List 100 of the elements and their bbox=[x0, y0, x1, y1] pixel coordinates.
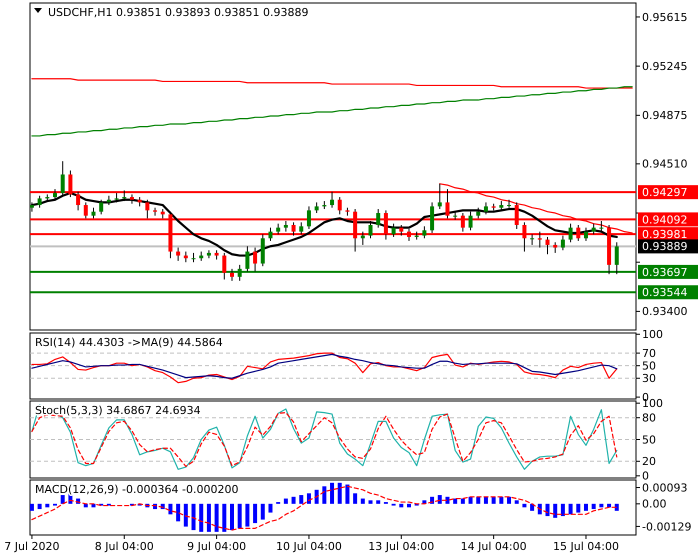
line-series bbox=[31, 352, 618, 384]
bar bbox=[60, 495, 65, 504]
bar bbox=[368, 500, 373, 504]
candlestick bbox=[199, 251, 204, 262]
bar bbox=[299, 495, 304, 504]
y-tick-label: 0.94875 bbox=[642, 109, 688, 122]
bar bbox=[560, 504, 565, 516]
bar bbox=[184, 504, 188, 527]
bar bbox=[360, 498, 365, 504]
candlestick bbox=[268, 227, 272, 242]
candlestick bbox=[106, 195, 111, 206]
candlestick bbox=[530, 234, 534, 246]
bar bbox=[314, 490, 319, 504]
y-tick-label: 80 bbox=[642, 412, 656, 425]
y-tick-label: 0.93400 bbox=[642, 305, 688, 318]
bar bbox=[399, 504, 404, 508]
candlestick bbox=[184, 251, 188, 263]
candlestick bbox=[91, 207, 96, 219]
candlestick bbox=[330, 191, 334, 208]
x-tick-label: 8 Jul 04:00 bbox=[94, 540, 154, 553]
line-series bbox=[31, 354, 618, 379]
bar bbox=[260, 504, 265, 520]
x-tick-label: 9 Jul 04:00 bbox=[187, 540, 246, 553]
bar bbox=[214, 504, 219, 532]
candlestick bbox=[438, 183, 442, 210]
y-tick-label: 100 bbox=[642, 328, 663, 342]
bar bbox=[245, 504, 250, 527]
y-tick-label: 0.94510 bbox=[642, 158, 688, 171]
candlestick bbox=[553, 242, 558, 254]
candlestick bbox=[376, 208, 380, 228]
ref-line-label: 0.94092 bbox=[642, 213, 688, 226]
y-tick-label: 70 bbox=[642, 346, 656, 360]
line-series bbox=[31, 86, 633, 137]
bar bbox=[168, 504, 172, 514]
x-tick-label: 13 Jul 04:00 bbox=[368, 540, 434, 553]
ref-line-label: 0.93544 bbox=[642, 286, 688, 300]
bar bbox=[438, 495, 442, 504]
chart-title: RSI(14) 44.4303 ->MA(9) 44.5864 bbox=[35, 336, 223, 349]
candlestick bbox=[560, 235, 565, 251]
y-tick-label: 50 bbox=[642, 433, 656, 446]
bar bbox=[222, 504, 226, 532]
y-tick-label: 0.95615 bbox=[642, 10, 688, 24]
bar bbox=[553, 504, 558, 518]
bar bbox=[38, 504, 42, 510]
candlestick bbox=[499, 200, 504, 211]
bar bbox=[584, 504, 588, 511]
candlestick bbox=[299, 222, 304, 235]
bar bbox=[484, 496, 488, 504]
candlestick bbox=[476, 207, 480, 219]
bar bbox=[492, 496, 496, 504]
ref-line-label: 0.93889 bbox=[642, 240, 688, 254]
candlestick bbox=[284, 220, 288, 232]
bar bbox=[230, 504, 234, 530]
candlestick bbox=[546, 236, 550, 255]
line-series bbox=[31, 486, 618, 531]
candlestick bbox=[192, 252, 196, 263]
bar bbox=[599, 504, 604, 508]
y-tick-label: 20 bbox=[642, 455, 656, 468]
candlestick bbox=[468, 211, 473, 231]
chart-title: USDCHF,H1 0.93851 0.93893 0.93851 0.93889 bbox=[48, 6, 308, 19]
bar bbox=[522, 504, 526, 508]
ref-line-label: 0.93697 bbox=[642, 266, 688, 279]
x-tick-label: 10 Jul 04:00 bbox=[276, 540, 342, 553]
bar bbox=[353, 493, 358, 504]
candlestick bbox=[584, 227, 588, 242]
candlestick bbox=[484, 202, 488, 215]
candlestick bbox=[314, 202, 319, 214]
bar bbox=[568, 504, 573, 514]
candlestick bbox=[230, 268, 234, 282]
bar bbox=[546, 504, 550, 516]
y-tick-label: 0.00 bbox=[642, 498, 666, 511]
candlestick bbox=[422, 226, 426, 239]
candlestick bbox=[338, 196, 342, 215]
bar bbox=[476, 496, 480, 504]
y-tick-label: -0.00129 bbox=[642, 520, 692, 534]
bar bbox=[592, 504, 596, 510]
y-tick-label: 0.95245 bbox=[642, 60, 688, 73]
bar bbox=[322, 486, 326, 504]
candlestick bbox=[392, 223, 396, 238]
bar bbox=[460, 498, 465, 504]
bar bbox=[338, 482, 342, 504]
y-tick-label: 0 bbox=[642, 470, 649, 483]
bar bbox=[445, 496, 450, 504]
y-tick-label: 50 bbox=[642, 360, 656, 373]
bar bbox=[614, 504, 619, 511]
bar bbox=[284, 498, 288, 504]
bar bbox=[268, 504, 272, 513]
candlestick bbox=[360, 231, 365, 246]
bar bbox=[507, 496, 512, 504]
bar bbox=[453, 498, 458, 504]
candlestick bbox=[99, 199, 104, 215]
candlestick bbox=[368, 220, 373, 239]
bar bbox=[345, 484, 350, 504]
line-series bbox=[31, 78, 633, 89]
x-tick-label: 7 Jul 2020 bbox=[4, 540, 60, 553]
bar bbox=[176, 504, 180, 522]
bar bbox=[576, 504, 580, 513]
y-tick-label: 30 bbox=[642, 372, 656, 386]
bar bbox=[253, 504, 258, 524]
x-tick-label: 15 Jul 04:00 bbox=[552, 540, 619, 553]
